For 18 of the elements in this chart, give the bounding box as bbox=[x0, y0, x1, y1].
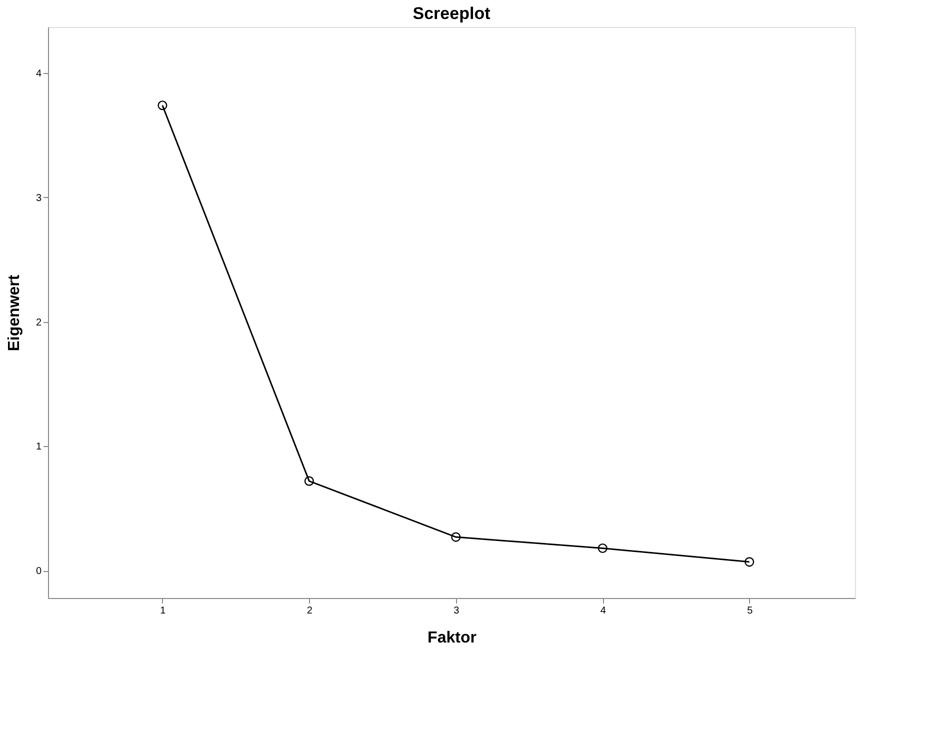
x-axis-title: Faktor bbox=[428, 630, 476, 646]
x-tick-label: 4 bbox=[600, 606, 606, 616]
y-tick-label: 2 bbox=[36, 317, 42, 328]
point bbox=[451, 532, 461, 542]
y-tick-label: 4 bbox=[36, 68, 42, 80]
x-tick-label: 1 bbox=[160, 606, 166, 616]
point bbox=[598, 543, 608, 554]
y-tick-label: 3 bbox=[36, 192, 42, 204]
x-tick-label: 5 bbox=[747, 606, 754, 616]
point bbox=[744, 557, 754, 567]
point bbox=[158, 100, 168, 110]
x-tick-label: 3 bbox=[454, 606, 460, 616]
y-tick-label: 1 bbox=[36, 442, 42, 453]
y-tick-label: 0 bbox=[36, 566, 42, 578]
y-axis-title: Eigenwert bbox=[6, 274, 23, 352]
point bbox=[304, 476, 314, 486]
x-tick-label: 2 bbox=[306, 606, 313, 616]
chart-title: Screeplot bbox=[412, 4, 491, 23]
